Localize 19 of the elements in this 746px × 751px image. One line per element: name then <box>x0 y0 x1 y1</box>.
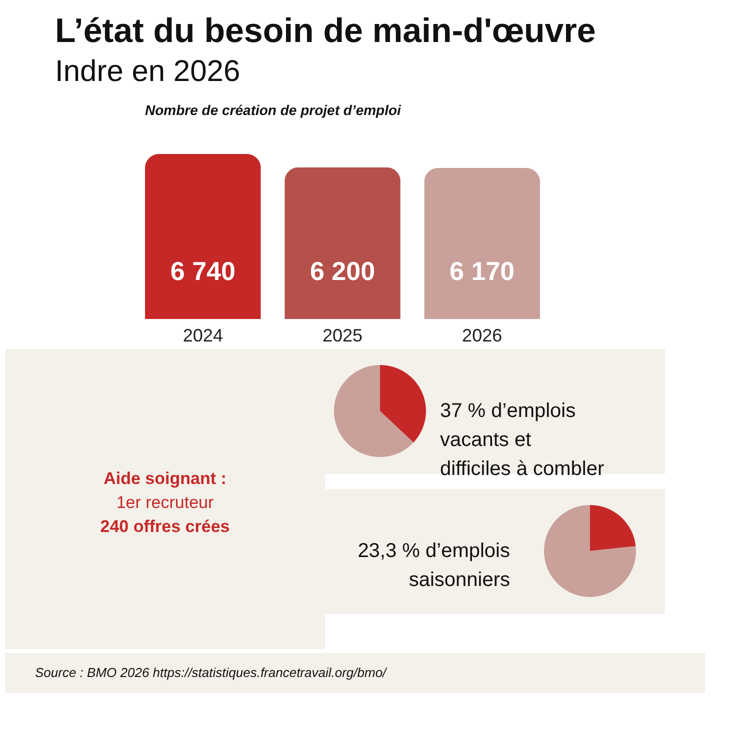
pie-slice <box>334 365 414 457</box>
pie-slice <box>380 365 426 442</box>
x-tick-label: 2024 <box>182 326 223 346</box>
text: Indre en 2026 <box>55 55 240 88</box>
data-label: 6 740 <box>170 256 236 286</box>
data-label: 6 200 <box>310 256 376 286</box>
x-tick-label: 2025 <box>322 326 363 346</box>
text: 1er recruteur <box>116 493 214 512</box>
text: Aide soignant : <box>104 469 226 488</box>
text: 37 % d’emplois vacants et difficiles à combler <box>440 400 604 480</box>
x-tick-label: 2026 <box>462 326 502 346</box>
data-label: 6 170 <box>450 256 515 286</box>
source-note: Source : BMO 2026 https://statistiques.francetravail.org/bmo/ <box>35 665 388 680</box>
text: 240 offres crées <box>100 517 230 536</box>
pie-slice <box>590 505 636 551</box>
text: 23,3 % d’emplois saisonniers <box>358 540 510 591</box>
chart-title: Nombre de création de projet d’emploi <box>145 102 402 118</box>
text: L’état du besoin de main-d'œuvre <box>55 12 596 50</box>
pie-slice <box>544 505 636 597</box>
